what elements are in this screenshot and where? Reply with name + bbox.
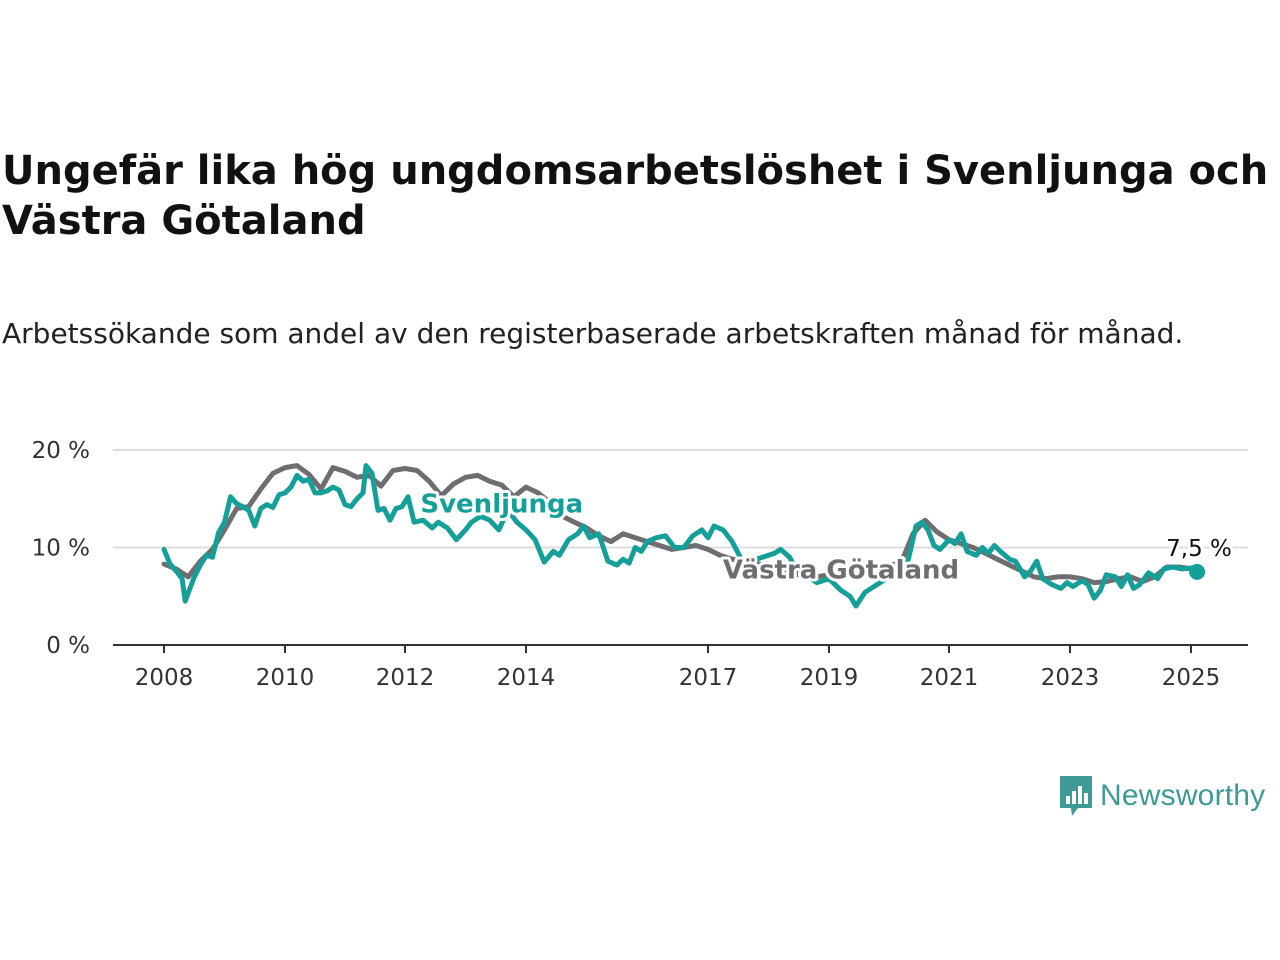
x-tick-label: 2017 [679, 665, 738, 691]
vastra-gotaland-label: Västra Götaland [723, 556, 959, 586]
x-tick-label: 2019 [800, 665, 859, 691]
y-tick-label: 10 % [32, 536, 90, 562]
x-tick-label: 2010 [256, 665, 315, 691]
x-tick-label: 2023 [1041, 665, 1100, 691]
newsworthy-logo-icon [1060, 776, 1092, 816]
y-tick-label: 20 % [32, 438, 90, 464]
gridlines [113, 449, 1248, 549]
series-line-vastra-gotaland [161, 463, 1200, 586]
series-lines [161, 463, 1206, 609]
line-chart: 0 % 10 % 20 % 2008 2010 2012 2014 2017 2019 2021… [32, 438, 1248, 691]
x-tick-label: 2014 [497, 665, 556, 691]
x-axis: 2008 2010 2012 2014 2017 2019 2021 2023 2025 [113, 644, 1248, 691]
newsworthy-brand: Newsworthy [1058, 772, 1280, 820]
x-tick-label: 2021 [920, 665, 979, 691]
series-line-svenljunga [161, 463, 1200, 609]
end-value-label: 7,5 % [1166, 536, 1232, 562]
x-tick-label: 2025 [1162, 665, 1221, 691]
series-labels: Svenljunga Västra Götaland 7,5 % [417, 486, 1235, 588]
newsworthy-brand-name: Newsworthy [1100, 779, 1266, 812]
series-end-marker [1189, 563, 1206, 580]
chart-subtitle: Arbetssökande som andel av den registerb… [2, 317, 1184, 350]
chart-title: Ungefär lika hög ungdomsarbetslöshet i S… [2, 148, 1269, 244]
y-axis-tick-labels: 0 % 10 % 20 % [32, 438, 90, 659]
x-tick-label: 2008 [135, 665, 194, 691]
y-tick-label: 0 % [46, 633, 90, 659]
x-tick-label: 2012 [376, 665, 435, 691]
svenljunga-label: Svenljunga [420, 489, 583, 519]
